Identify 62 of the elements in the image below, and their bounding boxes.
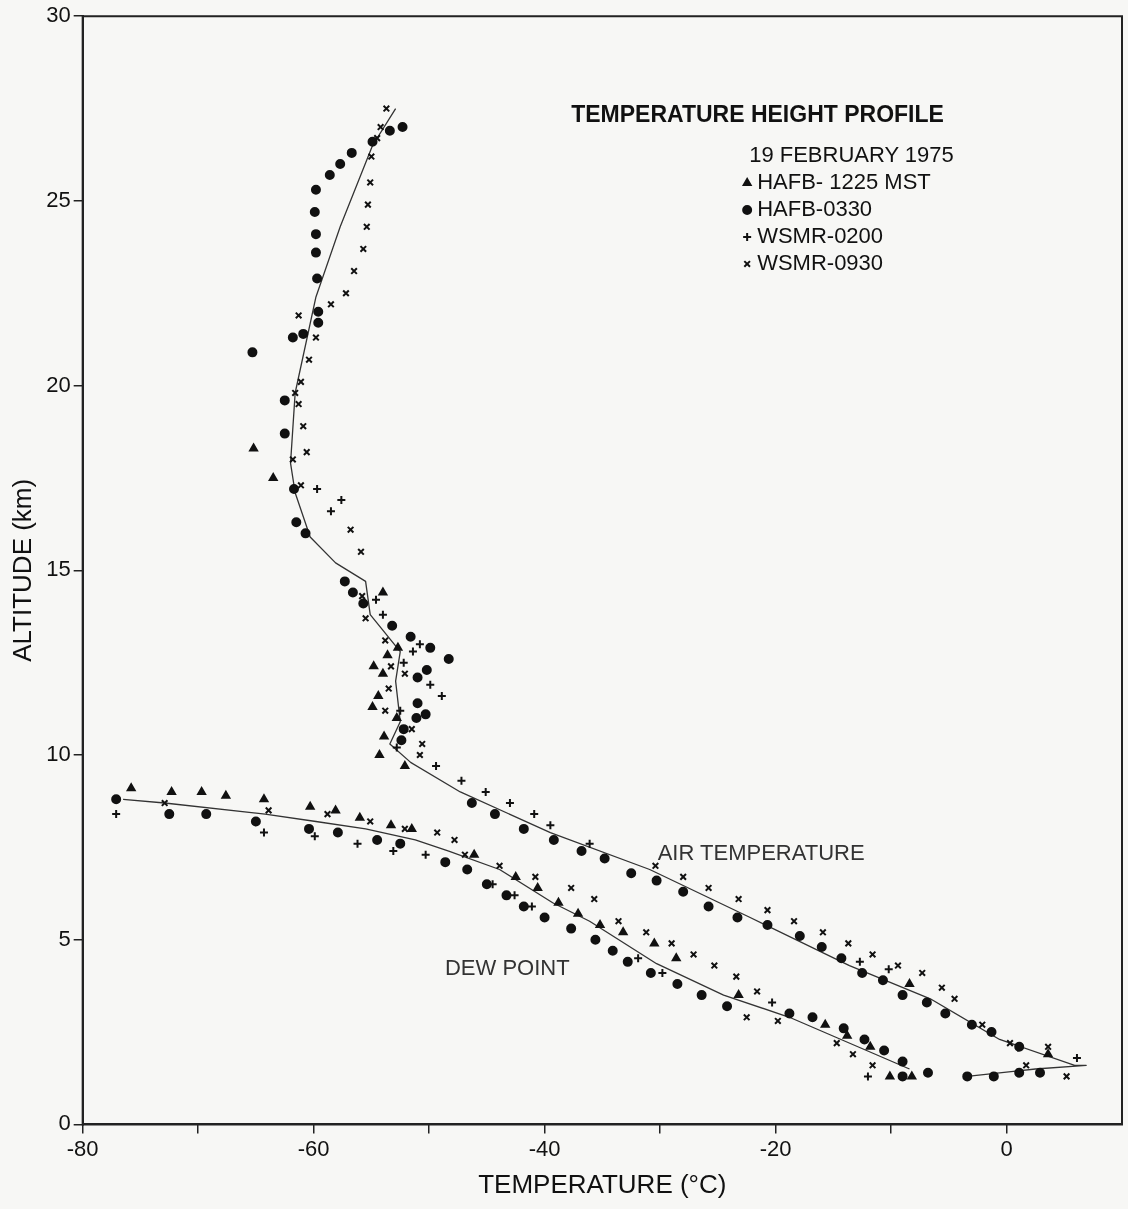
point — [393, 642, 403, 651]
point — [374, 750, 384, 758]
point — [126, 783, 136, 792]
x-tick-label: -20 — [759, 1135, 792, 1161]
y-tick-label: 5 — [58, 925, 71, 951]
point — [671, 953, 681, 962]
legend-label: HAFB-0330 — [757, 196, 873, 221]
point — [649, 938, 659, 947]
y-axis-title: ALTITUDE (km) — [6, 478, 37, 662]
point — [573, 908, 583, 917]
point — [595, 919, 605, 928]
legend-label: WSMR-0930 — [757, 250, 884, 275]
y-tick-label: 10 — [46, 741, 71, 767]
x-tick-label: -60 — [297, 1135, 330, 1161]
y-tick-label: 15 — [46, 556, 71, 582]
point — [378, 668, 388, 677]
point — [331, 805, 341, 814]
point — [511, 871, 521, 880]
point — [820, 1019, 830, 1028]
point — [533, 882, 543, 891]
point — [734, 990, 744, 999]
point — [618, 927, 628, 936]
point — [553, 897, 563, 906]
point — [907, 1071, 917, 1080]
point — [392, 713, 402, 722]
x-tick-label: -40 — [528, 1135, 561, 1161]
point — [373, 690, 383, 699]
x-axis-title: TEMPERATURE (°C) — [478, 1168, 727, 1199]
y-tick-label: 25 — [46, 186, 71, 212]
point — [368, 701, 377, 710]
point — [167, 786, 177, 795]
legend-title: 19 FEBRUARY 1975 — [749, 142, 954, 167]
point — [386, 820, 396, 829]
legend-label: WSMR-0200 — [757, 223, 884, 248]
point — [378, 587, 388, 596]
point — [369, 661, 379, 670]
y-tick-label: 0 — [58, 1110, 71, 1136]
point — [885, 1071, 895, 1080]
text: TEMPERATURE HEIGHT PROFILE — [571, 101, 944, 128]
point — [407, 823, 417, 832]
point — [379, 731, 389, 740]
point — [268, 472, 278, 481]
point — [383, 650, 393, 659]
point — [221, 790, 231, 799]
point — [249, 443, 259, 452]
point — [905, 979, 914, 988]
point — [305, 801, 315, 810]
series-label: DEW POINT — [444, 955, 570, 981]
point — [400, 761, 410, 770]
point — [259, 794, 269, 803]
series-label: AIR TEMPERATURE — [657, 839, 865, 865]
point — [197, 786, 207, 795]
point — [469, 849, 479, 858]
point — [865, 1041, 875, 1050]
x-tick-label: 0 — [1000, 1135, 1013, 1161]
y-tick-label: 20 — [46, 371, 71, 397]
point — [842, 1030, 852, 1039]
y-tick-label: 30 — [46, 2, 71, 28]
x-tick-label: -80 — [66, 1135, 99, 1161]
point — [355, 812, 365, 821]
legend-label: HAFB- 1225 MST — [757, 169, 931, 194]
point — [1043, 1049, 1053, 1058]
